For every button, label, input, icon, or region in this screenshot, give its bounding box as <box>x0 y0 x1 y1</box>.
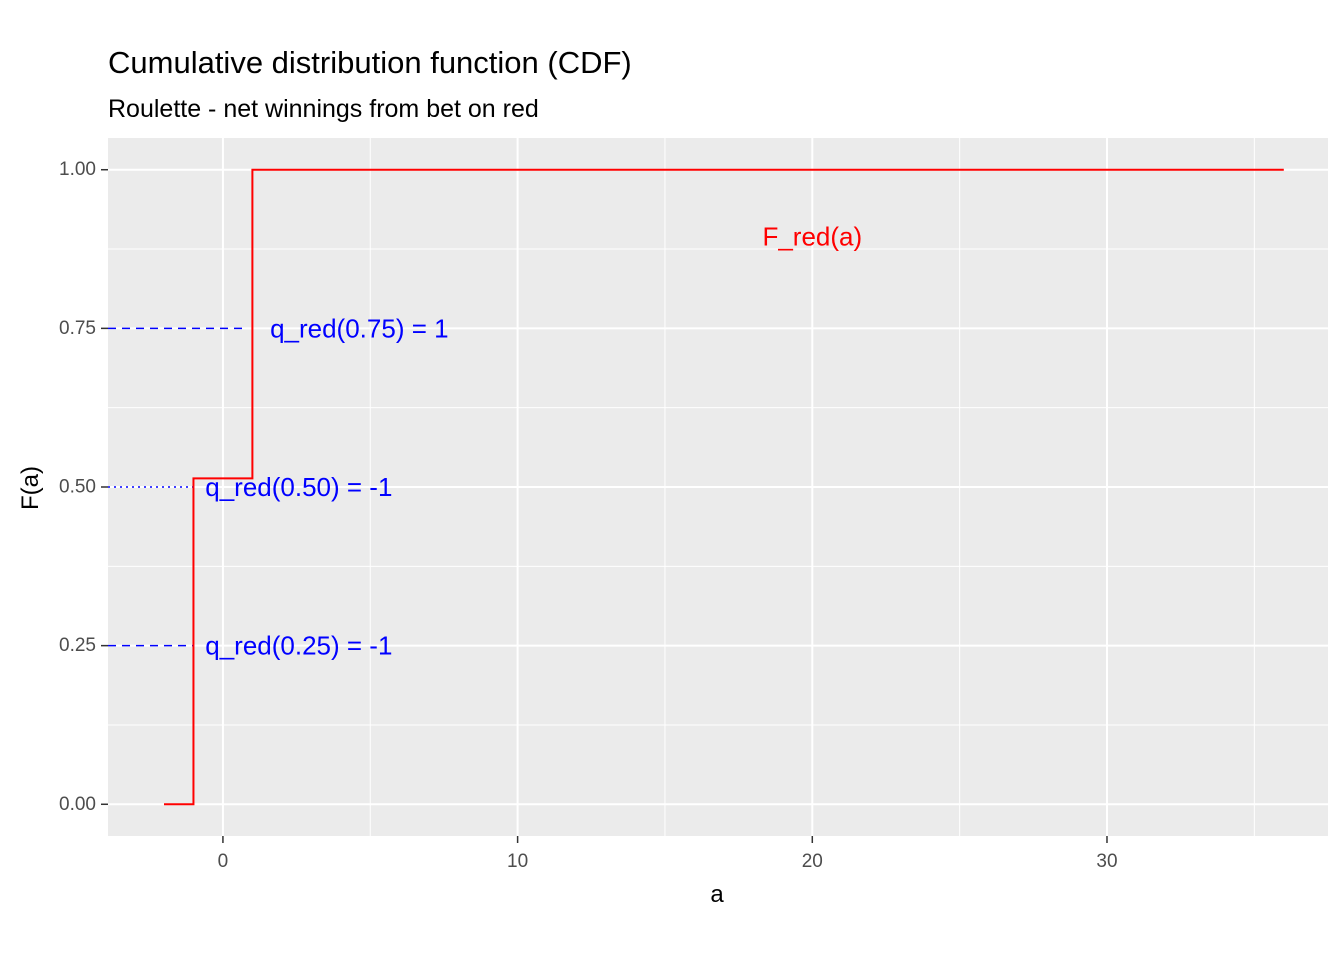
axes: 0.00 0.25 0.50 0.75 1.00 0 10 20 30 <box>59 159 1118 872</box>
annotation-label: q_red(0.25) = -1 <box>205 631 392 661</box>
annotation-label: F_red(a) <box>762 221 862 251</box>
y-axis-title: F(a) <box>17 466 44 510</box>
x-tick-label: 30 <box>1096 851 1117 872</box>
y-tick-label: 0.00 <box>59 794 96 815</box>
x-tick-label: 10 <box>507 851 528 872</box>
x-tick-label: 0 <box>218 851 229 872</box>
annotation-label: q_red(0.75) = 1 <box>270 313 449 343</box>
series-layer <box>163 168 1284 806</box>
annotation-label: q_red(0.50) = -1 <box>205 472 392 502</box>
y-tick-label: 0.25 <box>59 635 96 656</box>
y-tick-label: 0.75 <box>59 318 96 339</box>
y-tick-label: 0.50 <box>59 477 96 498</box>
x-axis-title: a <box>710 881 724 908</box>
y-tick-label: 1.00 <box>59 159 96 180</box>
chart-subtitle: Roulette - net winnings from bet on red <box>108 95 539 123</box>
x-tick-label: 20 <box>802 851 823 872</box>
chart-title: Cumulative distribution function (CDF) <box>108 45 632 80</box>
quantile-guides <box>108 327 247 647</box>
annotations: F_red(a) q_red(0.75) = 1 q_red(0.50) = -1 q… <box>205 221 862 660</box>
cdf-step-line <box>163 168 1284 806</box>
